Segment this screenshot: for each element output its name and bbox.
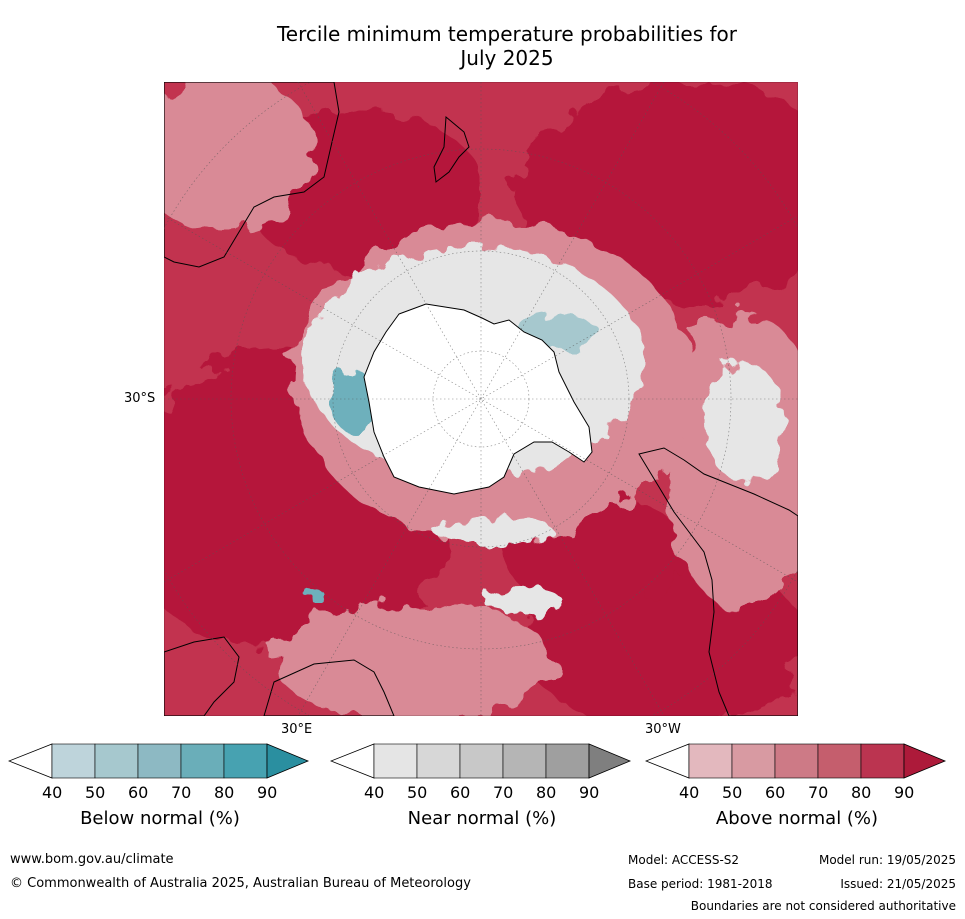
model-run-date: Model run: 19/05/2025: [818, 853, 956, 867]
colorbar-segment: [459, 743, 504, 779]
colorbar-min-extension: [8, 743, 53, 779]
colorbar-max-extension: [588, 743, 632, 779]
colorbar-segment: [180, 743, 225, 779]
model-name: Model: ACCESS-S2: [628, 853, 740, 867]
colorbar-tick-label: 40: [679, 783, 700, 802]
near-normal-zone: [484, 590, 564, 614]
antarctica-outline: [363, 303, 593, 495]
title-line-2: July 2025: [460, 46, 554, 70]
map-title: Tercile minimum temperature probabilitie…: [0, 22, 965, 70]
africa-outline: [164, 636, 240, 716]
colorbar-near-label: Near normal (%): [407, 808, 557, 829]
above-light-zone: [164, 82, 314, 232]
colorbar-tick-label: 50: [85, 783, 106, 802]
colorbar-segment: [94, 743, 139, 779]
website-link[interactable]: www.bom.gov.au/climate: [10, 852, 174, 867]
colorbar-tick-label: 90: [257, 783, 278, 802]
colorbar-segment: [416, 743, 461, 779]
colorbar-segment: [860, 743, 905, 779]
colorbar-tick-label: 60: [765, 783, 786, 802]
africa-south-outline: [263, 659, 395, 716]
colorbar-tick-label: 80: [851, 783, 872, 802]
south-america-outline: [638, 447, 798, 716]
colorbar-above-label: Above normal (%): [715, 808, 879, 829]
colorbar-tick-label: 60: [128, 783, 149, 802]
colorbar-segment: [774, 743, 819, 779]
lon-label-30e: 30°E: [281, 722, 313, 737]
colorbar-max-extension: [903, 743, 947, 779]
colorbar-below-label: Below normal (%): [80, 808, 240, 829]
near-normal-zone: [434, 518, 554, 546]
colorbar-below-normal: [8, 743, 310, 779]
colorbar-above-normal: [645, 743, 947, 779]
colorbar-segment: [817, 743, 862, 779]
colorbar-min-extension: [645, 743, 690, 779]
issued-date: Issued: 21/05/2025: [840, 877, 956, 891]
colorbar-segment: [137, 743, 182, 779]
colorbar-tick-label: 50: [722, 783, 743, 802]
colorbar-segment: [51, 743, 96, 779]
colorbar-tick-label: 60: [450, 783, 471, 802]
colorbar-segment: [502, 743, 547, 779]
colorbar-segment: [223, 743, 268, 779]
above-light-zone: [274, 602, 554, 716]
colorbar-tick-label: 80: [536, 783, 557, 802]
colorbar-segment: [545, 743, 590, 779]
below-normal-zone: [332, 370, 376, 434]
boundaries-disclaimer: Boundaries are not considered authoritat…: [690, 899, 956, 913]
copyright-text: © Commonwealth of Australia 2025, Austra…: [10, 876, 471, 891]
graticule: [164, 82, 798, 716]
colorbar-segment: [688, 743, 733, 779]
colorbar-tick-label: 40: [364, 783, 385, 802]
colorbar-tick-label: 50: [407, 783, 428, 802]
polar-probability-map: [164, 82, 798, 716]
title-line-1: Tercile minimum temperature probabilitie…: [276, 22, 738, 46]
colorbar-tick-label: 70: [171, 783, 192, 802]
new-zealand-outline: [433, 115, 470, 183]
lat-label-30s: 30°S: [124, 391, 156, 406]
below-normal-zone: [304, 589, 324, 599]
base-period: Base period: 1981-2018: [628, 877, 773, 891]
colorbar-segment: [731, 743, 776, 779]
colorbar-tick-label: 90: [894, 783, 915, 802]
colorbar-segment: [373, 743, 418, 779]
colorbar-near-normal: [330, 743, 632, 779]
colorbar-tick-label: 70: [493, 783, 514, 802]
lon-label-30w: 30°W: [645, 722, 681, 737]
colorbar-min-extension: [330, 743, 375, 779]
colorbar-tick-label: 70: [808, 783, 829, 802]
colorbar-tick-label: 90: [579, 783, 600, 802]
colorbar-tick-label: 80: [214, 783, 235, 802]
colorbar-max-extension: [266, 743, 310, 779]
australia-outline: [164, 82, 340, 268]
near-normal-zone: [704, 362, 784, 482]
colorbar-tick-label: 40: [42, 783, 63, 802]
